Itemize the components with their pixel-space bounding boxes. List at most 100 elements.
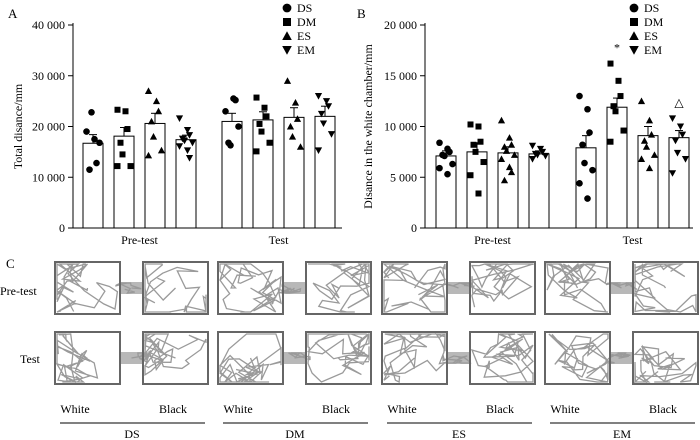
movement-trace (143, 333, 207, 376)
data-point (154, 107, 163, 115)
data-point (180, 137, 189, 145)
data-point (470, 141, 477, 148)
data-point (579, 141, 586, 149)
data-point (83, 128, 90, 135)
data-point (642, 143, 651, 150)
data-point (327, 131, 336, 138)
row-label-pretest: Pre-test (0, 284, 37, 298)
trace-ds-pretest (54, 261, 209, 315)
data-point (441, 152, 448, 160)
data-point (576, 180, 583, 187)
data-point (480, 159, 487, 166)
data-point (676, 123, 685, 131)
legend-label: DM (644, 15, 664, 29)
movement-trace (218, 333, 282, 383)
y-tick-label: 20 000 (384, 18, 417, 32)
group-label: DS (124, 427, 139, 440)
black-chamber (469, 331, 536, 385)
data-point (144, 151, 153, 159)
data-point (620, 127, 627, 134)
trace-es-pretest (381, 261, 536, 315)
data-point (232, 96, 239, 104)
movement-trace (308, 263, 371, 313)
data-point (472, 148, 479, 155)
y-tick-label: 30 000 (32, 69, 65, 83)
data-point (185, 154, 194, 162)
data-point (256, 120, 263, 127)
data-point (266, 139, 273, 146)
data-point (647, 131, 656, 138)
significance-mark: * (614, 41, 620, 55)
data-point (586, 129, 593, 136)
black-chamber (305, 331, 372, 385)
data-point (589, 166, 596, 174)
data-point (541, 152, 550, 160)
movement-trace (548, 333, 609, 383)
significance-mark: △ (674, 95, 684, 109)
legend-marker (282, 31, 292, 40)
data-point (286, 122, 295, 130)
bar-pretest-em (175, 139, 197, 229)
bar-test-es (283, 116, 305, 229)
legend-marker (629, 31, 639, 40)
data-point (640, 137, 649, 144)
data-point (93, 159, 100, 167)
data-point (637, 155, 646, 162)
x-group-label: Test (269, 233, 289, 247)
bar-pretest-ds (82, 142, 104, 229)
data-point (436, 164, 443, 172)
data-point (617, 93, 624, 100)
panel-b-label: B (357, 6, 366, 21)
data-point (188, 139, 197, 147)
data-point (144, 87, 153, 94)
bar-test-ds (575, 147, 597, 229)
data-point (263, 113, 270, 120)
movement-trace (306, 333, 371, 383)
data-point (507, 168, 516, 176)
data-point (449, 160, 456, 168)
white-chamber (544, 331, 611, 385)
data-point (497, 116, 506, 124)
movement-trace (470, 263, 534, 308)
data-point (222, 107, 229, 115)
y-tick-label: 10 000 (384, 120, 417, 134)
data-point (235, 123, 242, 130)
data-point (500, 176, 509, 184)
black-label: Black (159, 402, 187, 416)
bar-pretest-em (528, 153, 550, 229)
y-tick-label: 20 000 (32, 120, 65, 134)
data-point (505, 134, 514, 141)
data-point (528, 155, 537, 163)
x-group-label: Pre-test (121, 233, 158, 247)
legend-label: EM (644, 43, 662, 57)
group-label: ES (452, 427, 466, 440)
x-group-label: Pre-test (474, 233, 511, 247)
movement-trace (470, 333, 534, 383)
data-point (475, 190, 482, 197)
white-chamber (54, 331, 121, 385)
movement-trace (633, 344, 697, 384)
legend-marker (629, 46, 639, 55)
trace-em-pretest (544, 261, 699, 315)
trace-ds-test (54, 331, 209, 385)
movement-trace (382, 263, 446, 313)
data-point (502, 147, 511, 154)
data-point (149, 133, 158, 140)
data-point (637, 97, 646, 105)
data-point (673, 149, 682, 157)
data-point (607, 138, 614, 145)
data-point (253, 94, 260, 101)
data-point (436, 139, 443, 147)
data-point (183, 147, 192, 154)
data-point (291, 99, 300, 106)
legend-marker (282, 46, 292, 55)
data-point (607, 60, 614, 67)
movement-trace (219, 263, 282, 313)
data-point (681, 155, 690, 163)
data-point (86, 166, 93, 173)
bar-pretest-es (497, 152, 519, 229)
y-tick-label: 40 000 (32, 18, 65, 32)
black-chamber (142, 331, 209, 385)
data-point (668, 170, 677, 177)
group-label: EM (613, 427, 631, 440)
